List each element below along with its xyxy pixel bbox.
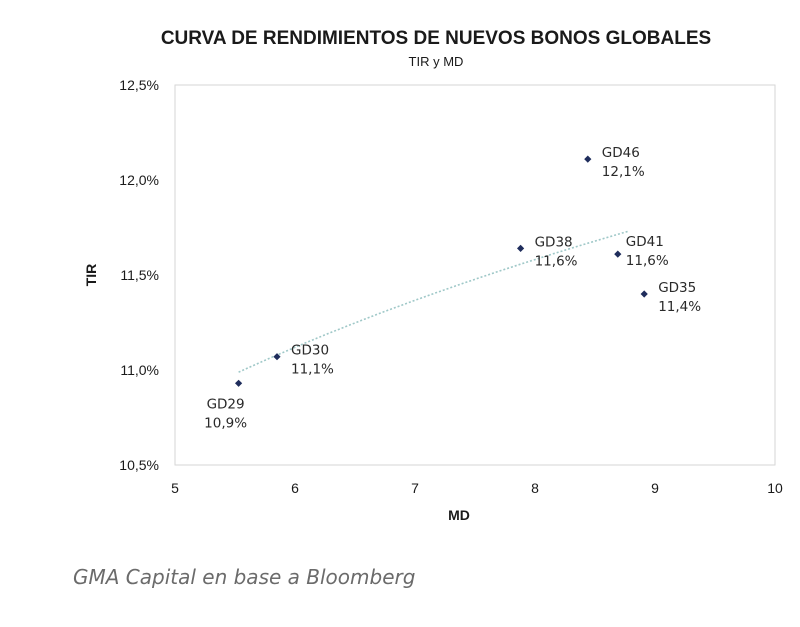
- y-tick-label: 12,0%: [119, 172, 159, 188]
- x-tick-label: 8: [531, 480, 539, 496]
- chart-title: CURVA DE RENDIMIENTOS DE NUEVOS BONOS GL…: [161, 28, 711, 49]
- y-axis-ticks: 10,5% 11,0% 11,5% 12,0% 12,5%: [119, 77, 159, 473]
- point-value-label: 11,6%: [535, 253, 578, 269]
- x-tick-label: 7: [411, 480, 419, 496]
- data-point-gd46: [584, 155, 592, 163]
- point-value-label: 11,4%: [658, 299, 701, 315]
- data-point-gd38: [517, 244, 525, 252]
- point-value-label: 11,1%: [291, 362, 334, 378]
- point-value-label: 12,1%: [602, 164, 645, 180]
- point-name-label: GD41: [626, 234, 664, 250]
- x-tick-label: 9: [651, 480, 659, 496]
- x-tick-label: 5: [171, 480, 179, 496]
- data-point-gd35: [640, 290, 648, 298]
- point-value-label: 11,6%: [626, 253, 669, 269]
- data-point-gd29: [235, 379, 243, 387]
- point-value-label: 10,9%: [204, 415, 247, 431]
- data-points: GD29 10,9% GD30 11,1% GD38 11,6% GD46 12,1% GD41…: [204, 145, 701, 431]
- source-note: GMA Capital en base a Bloomberg: [73, 565, 416, 589]
- plot-area: [174, 84, 776, 466]
- point-name-label: GD29: [207, 396, 245, 412]
- y-tick-label: 11,5%: [120, 267, 159, 283]
- x-tick-label: 10: [767, 480, 783, 496]
- y-tick-label: 12,5%: [119, 77, 159, 93]
- point-name-label: GD35: [658, 280, 696, 296]
- data-point-gd30: [273, 353, 281, 361]
- y-tick-label: 11,0%: [120, 362, 159, 378]
- y-axis-label: TIR: [83, 264, 99, 287]
- x-tick-label: 6: [291, 480, 299, 496]
- chart-subtitle: TIR y MD: [409, 54, 464, 69]
- y-tick-label: 10,5%: [119, 457, 159, 473]
- point-name-label: GD46: [602, 145, 640, 161]
- data-point-gd41: [614, 250, 622, 258]
- point-name-label: GD38: [535, 234, 573, 250]
- x-axis-ticks: 5 6 7 8 9 10: [171, 480, 783, 496]
- x-axis-label: MD: [448, 507, 470, 523]
- point-name-label: GD30: [291, 343, 329, 359]
